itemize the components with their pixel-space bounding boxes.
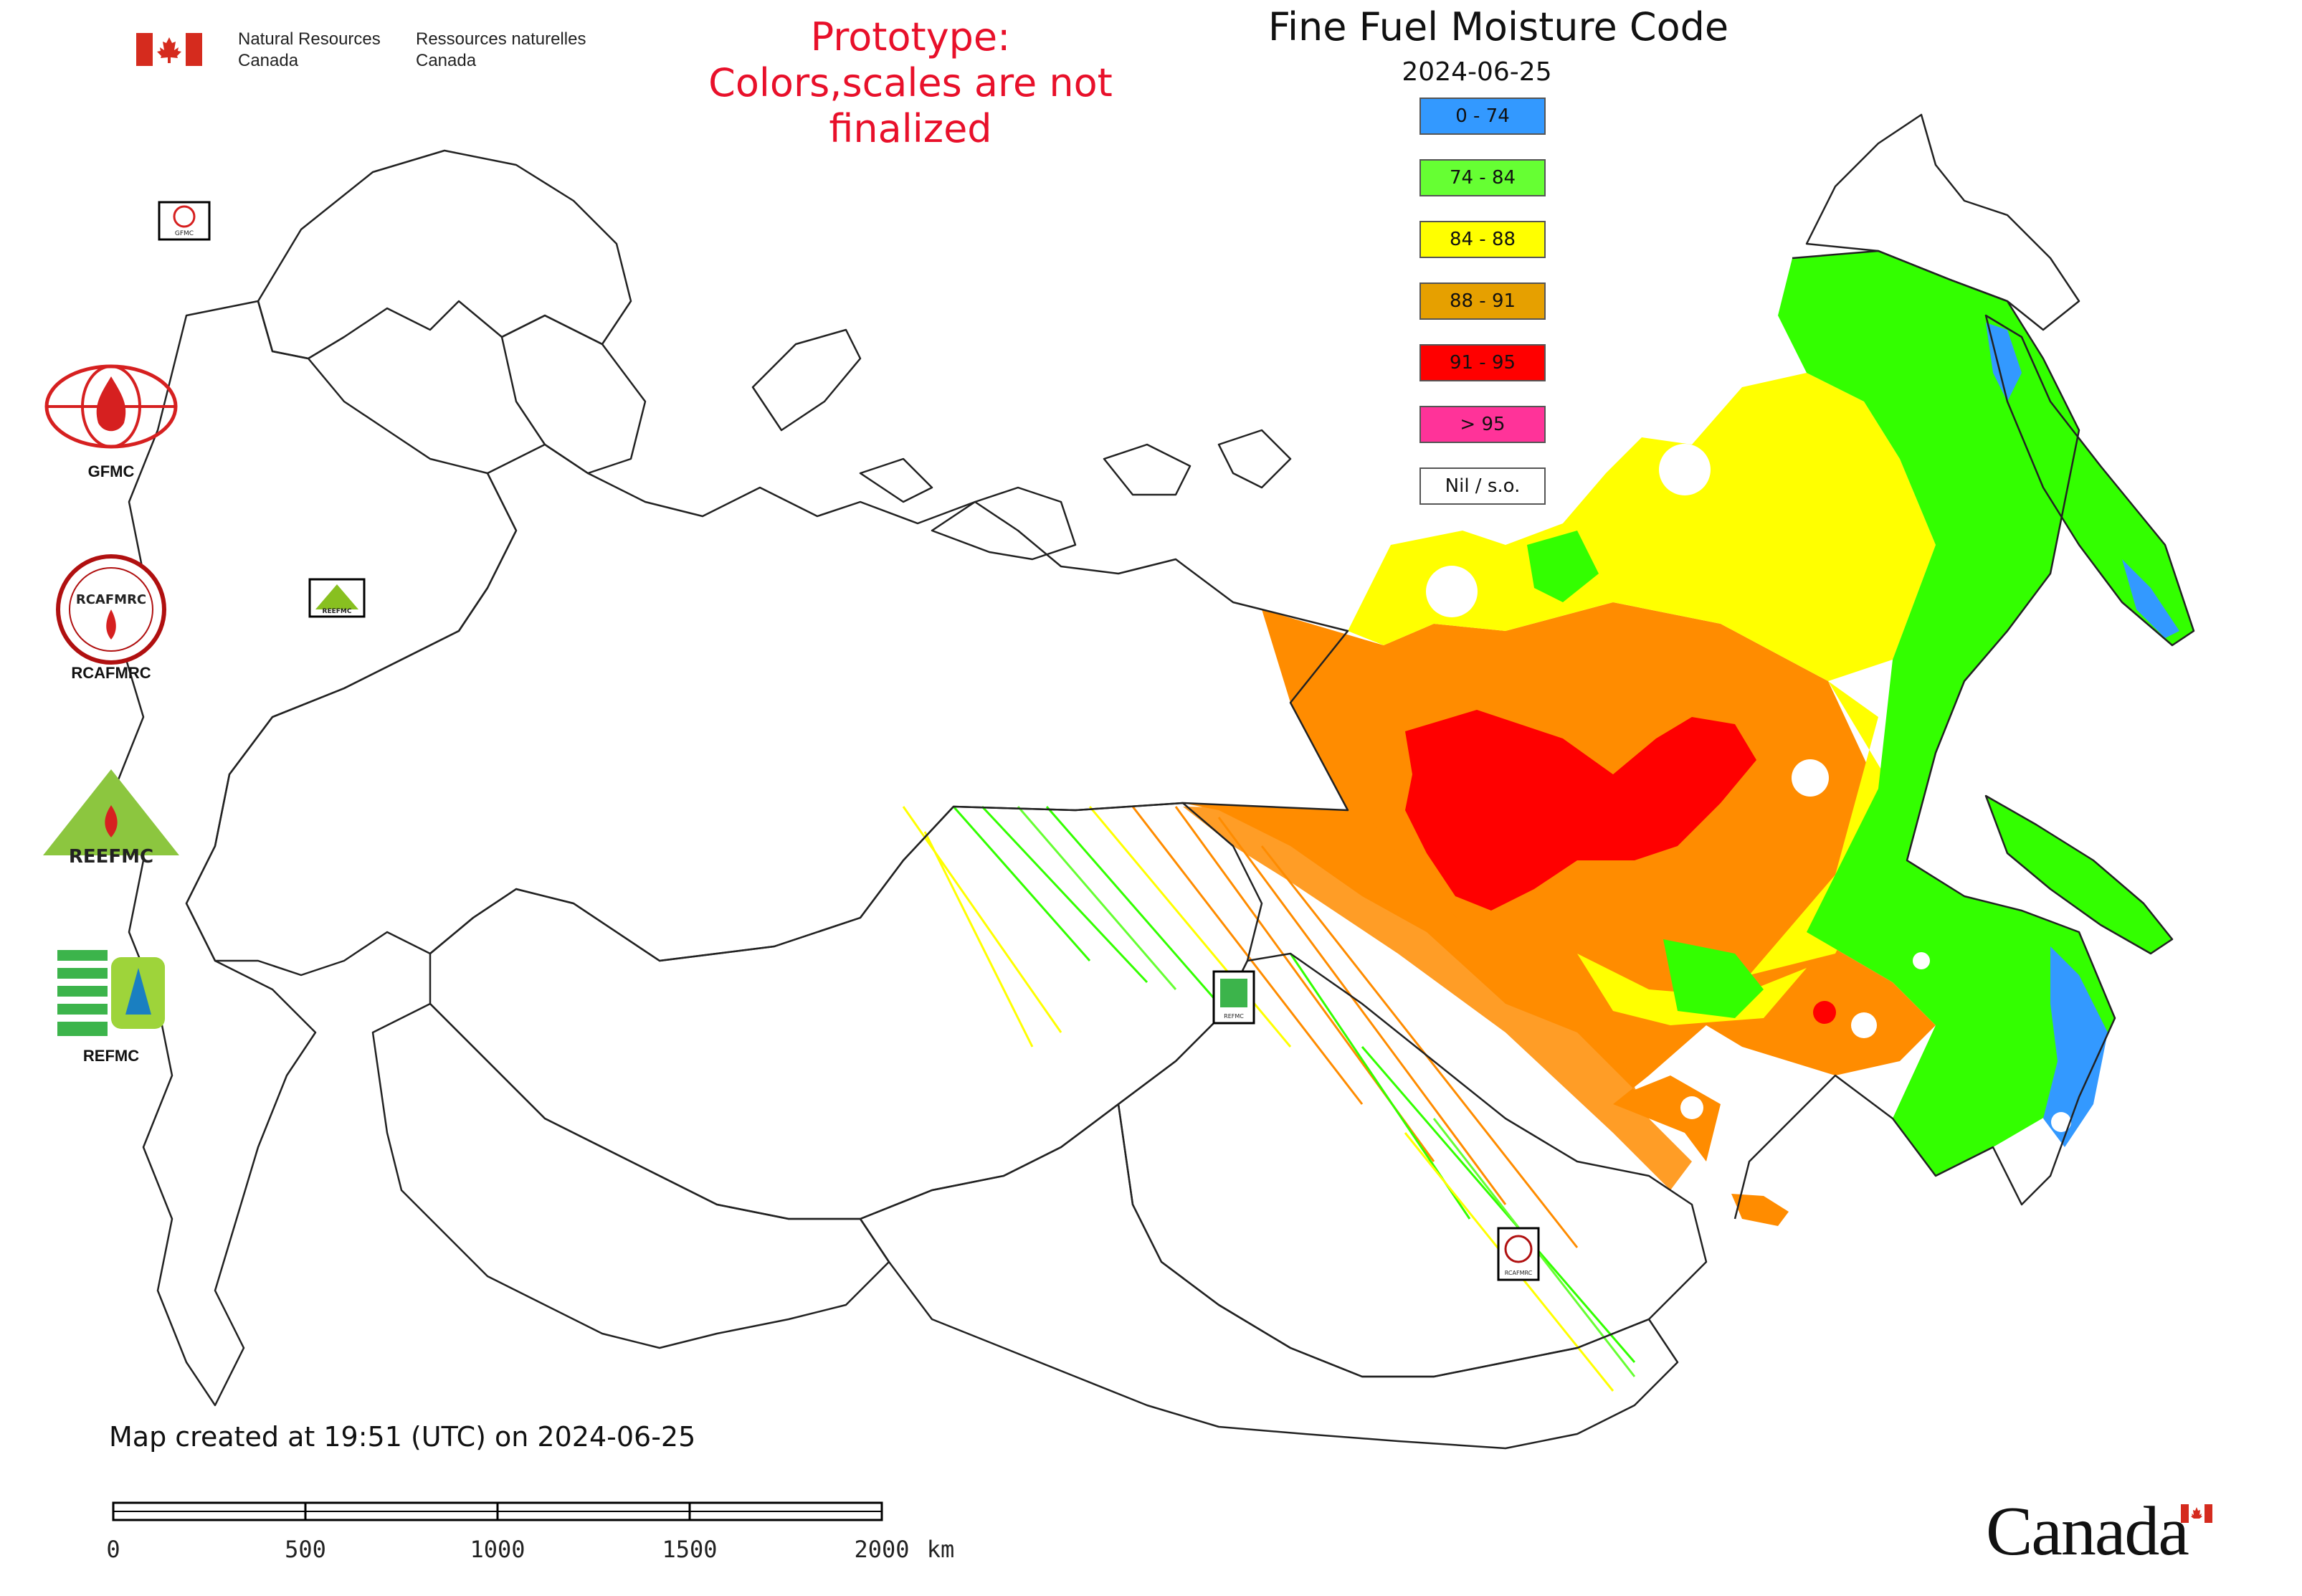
legend-item-over-95: > 95 [1419,406,1546,443]
marker-reefmc-label: REEFMC [323,608,352,615]
prototype-notice-line2: Colors,scales are not finalized [708,60,1113,151]
logo-rcafmrc[interactable]: RCAFMRC RCAFMRC [36,552,186,683]
legend-item-nil: Nil / s.o. [1419,467,1546,505]
zone-0-74-ne [1986,323,2022,402]
legend-label: > 95 [1460,414,1506,435]
marker-rcafmrc-label: RCAFMRC [1505,1270,1533,1276]
zone-74-84-sw [1663,939,1764,1018]
legend-label: 88 - 91 [1449,290,1516,312]
dept-fr-line1: Ressources naturelles [416,29,586,49]
scale-tick-0: 0 [108,1536,120,1563]
gap-4 [1913,952,1930,969]
zone-84-88-south [1577,954,1807,1025]
ffmc-raster [902,251,2194,1392]
legend-label: 0 - 74 [1455,105,1510,127]
logo-gfmc-label: GFMC [87,462,135,480]
zone-88-91-island [1731,1194,1789,1226]
zone-88-91 [1183,602,1936,1162]
central-asia-outline [371,1002,890,1349]
center-markers: GFMC REEFMC REFMC RCAFMRC [158,201,1540,1281]
gov-signature: Natural Resources Canada Ressources natu… [136,26,609,76]
novaya-zemlya [751,328,862,432]
dept-fr-line2: Canada [416,51,477,70]
marker-rcafmrc[interactable]: RCAFMRC [1497,1227,1540,1281]
zone-84-88 [1348,373,1936,681]
legend-label: 91 - 95 [1449,352,1516,374]
legend-item-74-84: 74 - 84 [1419,159,1546,196]
dept-en-line2: Canada [238,51,299,70]
arctic-islands [859,429,1292,561]
finland-outline [500,314,647,475]
zone-74-84-sakhalin [1986,315,2194,645]
marker-refmc-label: REFMC [1224,1013,1244,1020]
canada-wordmark: Canada [1986,1491,2230,1570]
wordmark-flag-icon [2181,1504,2212,1523]
logo-refmc[interactable]: REFMC [36,946,186,1065]
kazakhstan-outline [429,802,1263,1220]
marker-gfmc[interactable]: GFMC [158,201,211,241]
scale-unit: km [927,1536,955,1563]
department-name-en: Natural Resources Canada [238,29,381,72]
canada-flag-icon [136,33,202,66]
zone-74-84 [1778,251,2115,1176]
reefmc-logo-icon: REEFMC [43,769,179,868]
prototype-notice: Prototype: Colors,scales are not finaliz… [631,14,1190,152]
gap-2 [1426,566,1478,617]
legend-item-84-88: 84 - 88 [1419,221,1546,258]
scale-bar: 0 500 1000 1500 2000 km [108,1501,955,1563]
canada-wordmark-text: Canada [1986,1493,2189,1570]
china-west-outline [859,1103,1679,1450]
scandinavia-outline [257,149,632,360]
legend-item-0-74: 0 - 74 [1419,98,1546,135]
legend-label: Nil / s.o. [1445,475,1521,497]
legend-item-91-95: 91 - 95 [1419,344,1546,381]
legend-item-88-91: 88 - 91 [1419,282,1546,320]
logo-gfmc[interactable]: GFMC [36,362,186,481]
scale-tick-1000: 1000 [470,1536,525,1563]
gap-5 [1851,1012,1877,1038]
gfmc-logo-icon [44,364,178,449]
zone-0-74-coast [2122,559,2179,638]
logo-refmc-label: REFMC [82,1047,140,1065]
sakhalin-outline [1984,314,2195,647]
country-boundaries [113,113,2195,1450]
gap-6 [1680,1096,1703,1119]
map-date: 2024-06-25 [1402,57,1552,87]
gap-3 [1792,759,1829,797]
gap-1 [1659,444,1711,495]
rcafmrc-logo-text: RCAFMRC [76,592,146,607]
marker-gfmc-label: GFMC [175,230,194,237]
scale-tick-1500: 1500 [662,1536,717,1563]
prototype-notice-line1: Prototype: [810,14,1011,60]
logo-reefmc[interactable]: REEFMC [36,766,186,869]
refmc-logo-icon [57,950,165,1036]
map-title: Fine Fuel Moisture Code [1267,4,1729,49]
kamchatka-outline [1984,794,2174,955]
rcafmrc-logo-icon: RCAFMRC [56,554,166,665]
europe-west-outline [113,300,518,1407]
legend-label: 74 - 84 [1449,167,1516,189]
scale-tick-500: 500 [285,1536,326,1563]
zone-74-84-nw [1527,531,1599,602]
zone-91-95-dot [1813,1001,1836,1024]
zone-88-91-swath [1183,807,1692,1190]
zone-74-84-kamchatka [1986,796,2172,954]
east-coast-outline [1733,250,2116,1220]
reefmc-logo-text: REEFMC [69,846,153,866]
zone-0-74-east [2043,946,2108,1147]
scale-tick-2000: 2000 [854,1536,909,1563]
logo-rcafmrc-label: RCAFMRC [71,664,151,682]
gap-7 [2051,1112,2071,1132]
marker-reefmc[interactable]: REEFMC [308,578,366,618]
zone-91-95 [1405,710,1756,911]
department-name-fr: Ressources naturelles Canada [416,29,586,72]
map-created-note: Map created at 19:51 (UTC) on 2024-06-25 [109,1421,696,1453]
dept-en-line1: Natural Resources [238,29,381,49]
legend-label: 84 - 88 [1449,229,1516,250]
marker-refmc[interactable]: REFMC [1212,970,1255,1025]
russia-west-outline [185,443,1349,977]
